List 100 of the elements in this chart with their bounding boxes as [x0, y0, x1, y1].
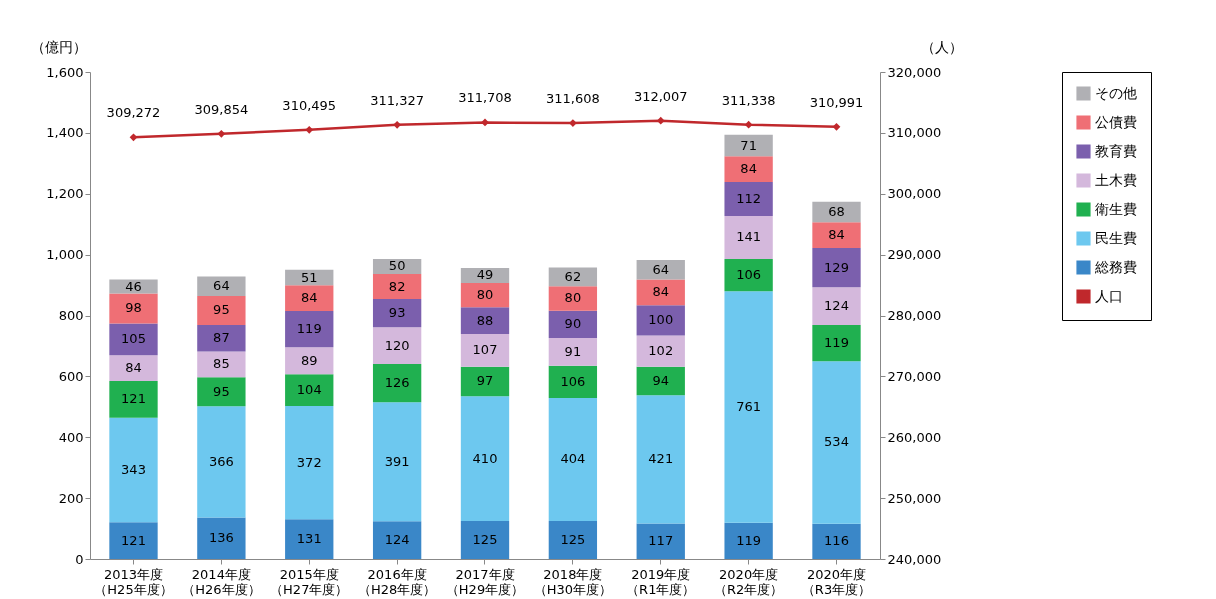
data-label: 107 [472, 342, 498, 358]
x-tick-label: 2016年度（H28年度） [357, 566, 437, 597]
bar [724, 156, 773, 182]
y-tick-label: 1,200 [46, 186, 84, 202]
legend-label: 衛生費 [1095, 200, 1137, 217]
bar [372, 299, 422, 328]
bar [724, 181, 773, 216]
point [393, 120, 401, 129]
bar [548, 365, 598, 398]
x-tick-label: 2018年度（H30年度） [533, 566, 613, 597]
data-label: 366 [208, 453, 234, 469]
data-label: 311,338 [721, 92, 776, 108]
bar [285, 285, 334, 311]
data-label: 85 [213, 356, 230, 372]
bar [636, 335, 685, 367]
data-label: 141 [736, 229, 762, 245]
bar [197, 351, 246, 378]
bar [285, 519, 334, 559]
data-label: 68 [828, 204, 845, 220]
bar [460, 520, 510, 559]
bar [460, 307, 510, 335]
data-label: 105 [121, 331, 146, 347]
bar [109, 293, 158, 324]
data-label: 64 [652, 261, 670, 277]
data-label: 761 [736, 398, 762, 414]
data-label: 51 [300, 269, 318, 285]
data-label: 119 [736, 532, 762, 548]
data-label: 116 [824, 533, 849, 549]
y2-tick-label: 270,000 [887, 368, 942, 384]
bar [548, 397, 598, 521]
bar [724, 258, 773, 292]
legend-label: 教育費 [1095, 142, 1137, 159]
data-label: 46 [125, 278, 142, 294]
point [129, 133, 138, 142]
data-label: 124 [384, 532, 410, 548]
bar [197, 324, 246, 352]
data-label: 84 [828, 227, 845, 243]
data-label: 94 [652, 372, 670, 388]
point [832, 122, 841, 131]
data-label: 119 [296, 321, 322, 337]
data-label: 119 [824, 335, 849, 351]
data-label: 100 [648, 312, 674, 328]
bar [197, 517, 246, 559]
data-label: 136 [208, 530, 234, 546]
data-label: 309,272 [106, 105, 161, 121]
data-label: 87 [213, 330, 230, 346]
bar [636, 279, 685, 306]
x-tick-label: 2013年度（H25年度） [94, 566, 173, 597]
bar [460, 366, 510, 397]
x-tick-label: 2015年度（H27年度） [270, 566, 349, 597]
point [481, 118, 489, 127]
bar [548, 286, 598, 311]
data-label: 102 [648, 343, 674, 359]
data-label: 98 [125, 300, 142, 316]
legend-label: 人口 [1095, 287, 1123, 304]
x-tick-label: 2020年度（R3年度） [801, 566, 872, 597]
bar [812, 324, 861, 362]
data-label: 112 [736, 190, 762, 206]
bar [724, 134, 773, 157]
bar [285, 405, 334, 520]
data-label: 95 [213, 302, 230, 318]
bar [812, 361, 861, 524]
bar [197, 406, 246, 518]
data-label: 84 [300, 290, 318, 306]
bar [285, 310, 334, 348]
x-tick-label: 2017年度（H29年度） [445, 566, 525, 597]
data-label: 82 [388, 278, 406, 294]
bar [724, 215, 773, 259]
legend-label: その他 [1095, 84, 1137, 101]
y-tick-label: 600 [58, 368, 84, 384]
data-label: 84 [740, 161, 757, 177]
data-label: 310,495 [282, 97, 337, 113]
data-label: 311,608 [545, 91, 600, 107]
bar [197, 296, 246, 325]
data-label: 80 [564, 290, 582, 306]
y-tick-label: 1,000 [46, 247, 84, 263]
data-label: 129 [824, 259, 849, 275]
y2-tick-label: 240,000 [887, 551, 942, 567]
legend-label: 総務費 [1094, 258, 1137, 275]
data-label: 404 [560, 451, 586, 467]
y2-tick-label: 290,000 [887, 247, 942, 263]
legend-label: 公債費 [1095, 113, 1137, 130]
bar [109, 417, 158, 523]
data-label: 97 [476, 373, 494, 389]
point [569, 119, 577, 127]
bar [636, 395, 685, 524]
data-label: 93 [388, 305, 406, 321]
data-label: 125 [560, 531, 586, 547]
data-label: 131 [296, 531, 322, 547]
data-label: 106 [560, 373, 586, 389]
data-label: 117 [648, 533, 674, 549]
data-label: 311,327 [370, 92, 425, 108]
data-label: 372 [296, 454, 322, 470]
bar [372, 274, 422, 300]
y-tick-label: 1,600 [46, 64, 84, 80]
data-label: 50 [388, 258, 406, 274]
data-label: 312,007 [633, 88, 688, 104]
bar [109, 323, 158, 356]
data-label: 410 [472, 450, 498, 466]
bar [197, 377, 246, 407]
